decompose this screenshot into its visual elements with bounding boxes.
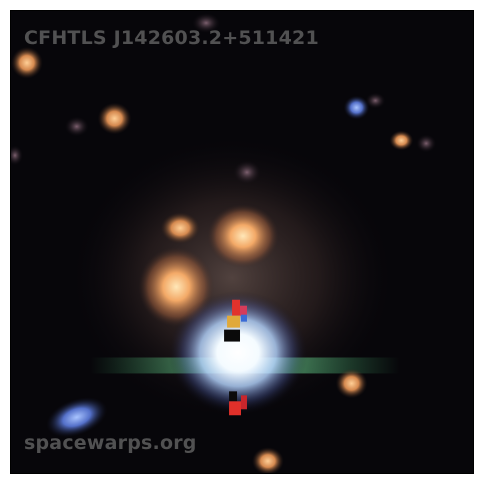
- field-galaxy-11: [11, 145, 23, 166]
- lens-galaxy-upper: [207, 204, 279, 268]
- field-blue-galaxy-1: [343, 95, 370, 120]
- image-title: CFHTLS J142603.2+511421: [24, 27, 319, 49]
- bright-star: [168, 290, 308, 415]
- sky-image: [11, 11, 473, 473]
- field-galaxy-8: [233, 160, 261, 185]
- field-galaxy-10: [251, 447, 284, 473]
- field-galaxy-7: [365, 92, 386, 109]
- field-galaxy-4: [64, 116, 89, 137]
- saturation-artifacts: [224, 299, 247, 416]
- lens-halo: [72, 138, 392, 418]
- field-blue-galaxy-2: [46, 397, 108, 438]
- lens-galaxy-small: [160, 212, 201, 244]
- image-frame: CFHTLS J142603.2+511421 spacewarps.org: [10, 10, 474, 474]
- field-galaxy-3: [192, 12, 221, 33]
- field-galaxy-6: [416, 134, 437, 153]
- field-galaxy-5: [389, 130, 414, 151]
- watermark-text: spacewarps.org: [24, 432, 197, 454]
- field-galaxy-1: [11, 46, 43, 79]
- field-galaxy-2: [97, 102, 132, 135]
- field-galaxy-9: [335, 368, 368, 399]
